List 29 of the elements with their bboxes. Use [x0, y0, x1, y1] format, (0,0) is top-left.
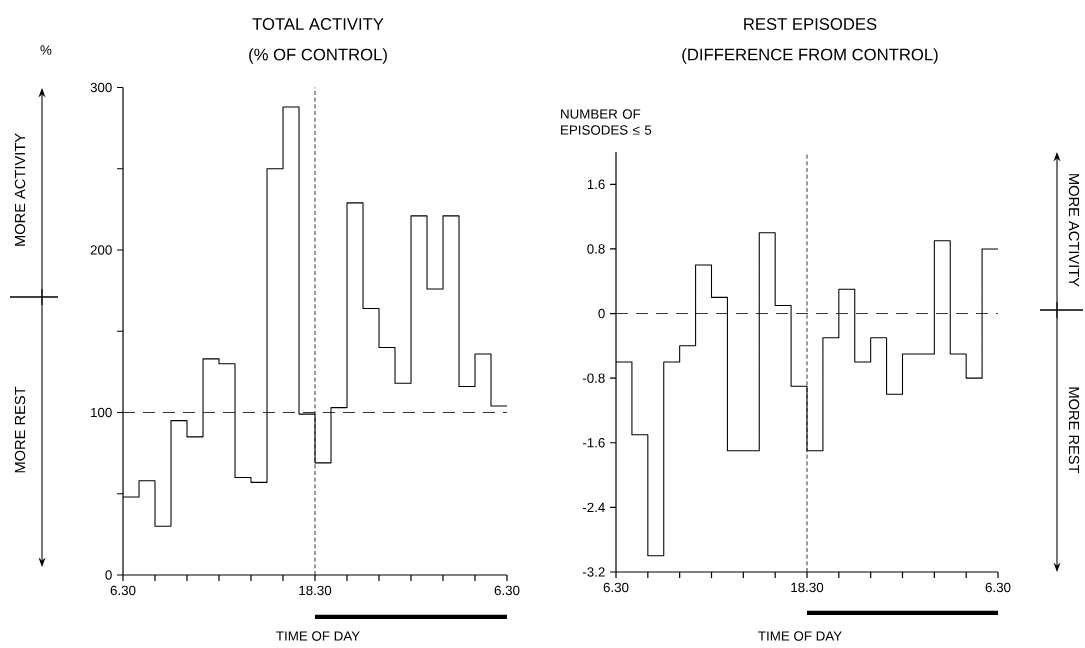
x-tick-label: 6.30 — [603, 582, 629, 593]
chart-subtitle: (% OF CONTROL) — [249, 48, 387, 64]
chart-title: TOTAL ACTIVITY — [252, 18, 384, 30]
y-tick-label: -0.8 — [582, 373, 605, 383]
text: MORE REST — [14, 386, 26, 473]
y-tick-label: -2.4 — [582, 502, 605, 513]
text: MORE ACTIVITY — [14, 133, 26, 246]
x-tick-label: 6.30 — [494, 585, 520, 596]
x-tick-label: 6.30 — [110, 585, 136, 596]
text: MORE ACTIVITY — [1068, 174, 1080, 287]
text: MORE REST — [1068, 387, 1080, 474]
x-tick-label: 6.30 — [985, 582, 1011, 593]
y-tick-label: 0 — [105, 570, 112, 580]
y-tick-label: -3.2 — [582, 567, 605, 577]
x-tick-label: 18.30 — [299, 585, 332, 596]
chart-title: REST EPISODES — [744, 18, 877, 30]
y-tick-label: 0.8 — [587, 244, 605, 254]
y-axis-title: % — [40, 45, 52, 55]
y-tick-label: 0 — [598, 308, 605, 319]
y-tick-label: -1.6 — [582, 438, 605, 448]
chart-subtitle: (DIFFERENCE FROM CONTROL) — [682, 48, 938, 64]
y-tick-label: 100 — [91, 407, 112, 418]
x-axis-title: TIME OF DAY — [276, 631, 360, 641]
x-tick-label: 18.30 — [791, 582, 824, 593]
x-axis-title: TIME OF DAY — [758, 631, 842, 641]
y-tick-label: 200 — [90, 245, 112, 255]
y-axis-title: NUMBER OF EPISODES ≤ 5 — [561, 109, 652, 135]
y-tick-label: 1.6 — [587, 179, 605, 190]
y-tick-label: 300 — [90, 82, 112, 93]
